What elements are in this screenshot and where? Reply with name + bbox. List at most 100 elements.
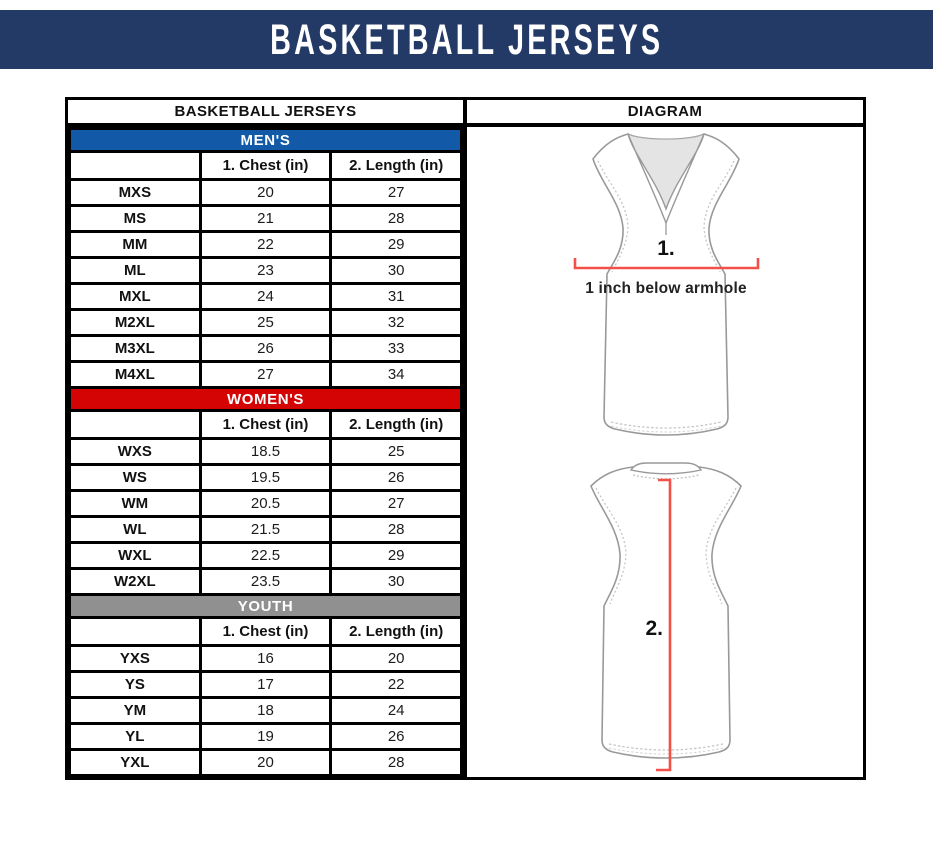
length-cell: 26 [329, 722, 463, 751]
size-cell: ML [68, 256, 202, 285]
chest-cell: 21.5 [198, 515, 333, 544]
size-cell: YXS [68, 644, 202, 673]
table-row: WXS 18.5 25 [68, 437, 463, 466]
size-table: MEN'S 1. Chest (in) 2. Length (in) MXS 20 27 M… [68, 127, 463, 777]
jersey-front-hem-stitch [610, 421, 722, 429]
table-row: YXL 20 28 [68, 748, 463, 777]
column-header: 2. Length (in) [329, 409, 463, 440]
size-table-body: MEN'S 1. Chest (in) 2. Length (in) MXS 20 27 M… [68, 127, 463, 777]
table-row: MS 21 28 [68, 204, 463, 233]
column-header-empty [68, 616, 202, 647]
diagram-title: DIAGRAM [467, 100, 863, 127]
chest-cell: 16 [198, 644, 333, 673]
size-cell: WS [68, 463, 202, 492]
table-row: M2XL 25 32 [68, 308, 463, 337]
column-header: 1. Chest (in) [198, 150, 333, 181]
section-band: MEN'S [68, 127, 463, 153]
chest-cell: 22 [198, 230, 333, 259]
table-row: YS 17 22 [68, 670, 463, 699]
table-row: MXS 20 27 [68, 178, 463, 207]
size-cell: WM [68, 489, 202, 518]
chest-cell: 22.5 [198, 541, 333, 570]
chest-cell: 17 [198, 670, 333, 699]
size-chart-sheet: BASKETBALL JERSEYS MEN'S 1. Chest (in) 2. … [65, 97, 866, 780]
size-cell: YS [68, 670, 202, 699]
chest-cell: 26 [198, 334, 333, 363]
chest-cell: 23 [198, 256, 333, 285]
chest-cell: 20 [198, 178, 333, 207]
chest-measure-label: 1. [657, 237, 675, 260]
length-cell: 30 [329, 256, 463, 285]
table-row: WXL 22.5 29 [68, 541, 463, 570]
column-header-row: 1. Chest (in) 2. Length (in) [68, 616, 463, 647]
chest-cell: 24 [198, 282, 333, 311]
table-row: WL 21.5 28 [68, 515, 463, 544]
table-row: M4XL 27 34 [68, 360, 463, 389]
size-cell: WXL [68, 541, 202, 570]
length-cell: 27 [329, 178, 463, 207]
section-band-row: WOMEN'S [68, 386, 463, 412]
section-band: WOMEN'S [68, 386, 463, 412]
chest-cell: 23.5 [198, 567, 333, 596]
chest-cell: 18.5 [198, 437, 333, 466]
chest-cell: 18 [198, 696, 333, 725]
length-cell: 20 [329, 644, 463, 673]
chest-cell: 20.5 [198, 489, 333, 518]
column-header: 2. Length (in) [329, 150, 463, 181]
size-cell: M3XL [68, 334, 202, 363]
length-cell: 30 [329, 567, 463, 596]
length-cell: 29 [329, 230, 463, 259]
column-header: 2. Length (in) [329, 616, 463, 647]
jersey-back-illustration: 2. [590, 462, 742, 772]
size-cell: WXS [68, 437, 202, 466]
table-row: MM 22 29 [68, 230, 463, 259]
table-row: YL 19 26 [68, 722, 463, 751]
size-cell: YL [68, 722, 202, 751]
size-cell: M4XL [68, 360, 202, 389]
size-cell: YXL [68, 748, 202, 777]
jersey-back-outline [590, 466, 742, 759]
table-row: MXL 24 31 [68, 282, 463, 311]
size-cell: M2XL [68, 308, 202, 337]
chest-cell: 19 [198, 722, 333, 751]
table-row: WS 19.5 26 [68, 463, 463, 492]
jersey-front-illustration: 1. 1 inch below armhole [573, 132, 760, 436]
table-row: YXS 16 20 [68, 644, 463, 673]
length-measure-label: 2. [645, 617, 663, 640]
chest-cell: 21 [198, 204, 333, 233]
jersey-back-armhole-stitch-right [705, 487, 737, 605]
table-row: W2XL 23.5 30 [68, 567, 463, 596]
chest-measure-line [573, 258, 760, 270]
section-band-row: MEN'S [68, 127, 463, 153]
size-cell: W2XL [68, 567, 202, 596]
page-title: BASKETBALL JERSEYS [269, 14, 664, 64]
column-header: 1. Chest (in) [198, 409, 333, 440]
length-cell: 27 [329, 489, 463, 518]
column-header-empty [68, 150, 202, 181]
length-cell: 34 [329, 360, 463, 389]
chest-cell: 20 [198, 748, 333, 777]
jersey-back-armhole-stitch-left [595, 487, 627, 605]
size-cell: WL [68, 515, 202, 544]
length-cell: 28 [329, 204, 463, 233]
diagram-panel: DIAGRAM 1. 1 inch below armhole [467, 100, 863, 777]
column-header-row: 1. Chest (in) 2. Length (in) [68, 409, 463, 440]
chest-cell: 27 [198, 360, 333, 389]
column-header-row: 1. Chest (in) 2. Length (in) [68, 150, 463, 181]
jersey-front-hem-stitch2 [610, 425, 722, 433]
size-cell: MXS [68, 178, 202, 207]
chest-cell: 19.5 [198, 463, 333, 492]
length-cell: 28 [329, 748, 463, 777]
section-band-row: YOUTH [68, 593, 463, 619]
section-band: YOUTH [68, 593, 463, 619]
size-table-panel: BASKETBALL JERSEYS MEN'S 1. Chest (in) 2. … [68, 100, 467, 777]
size-table-title: BASKETBALL JERSEYS [68, 100, 463, 127]
table-row: M3XL 26 33 [68, 334, 463, 363]
title-banner: BASKETBALL JERSEYS [0, 10, 933, 69]
column-header-empty [68, 409, 202, 440]
length-cell: 25 [329, 437, 463, 466]
length-cell: 22 [329, 670, 463, 699]
length-cell: 26 [329, 463, 463, 492]
jersey-back-collar [629, 462, 703, 475]
length-cell: 33 [329, 334, 463, 363]
